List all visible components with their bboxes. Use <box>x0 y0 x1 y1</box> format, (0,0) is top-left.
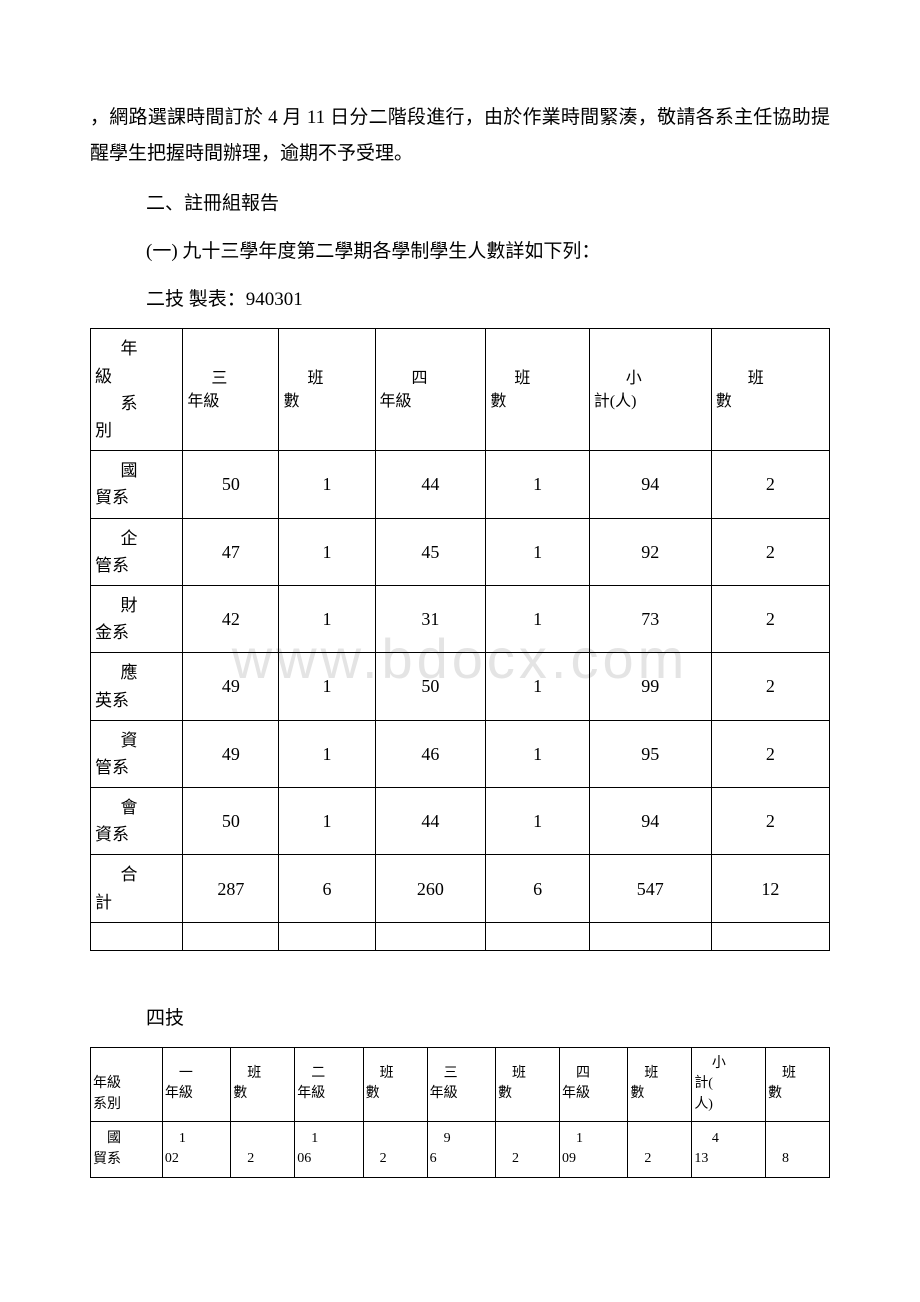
cell-g3: 287 <box>183 855 279 922</box>
cell-cl: 2 <box>711 585 829 652</box>
cell-c4: 1 <box>486 720 589 787</box>
table-row: 國貿系 102 2 106 2 96 2 109 2 413 8 <box>91 1121 830 1177</box>
table2-caption: 四技 <box>90 1001 830 1037</box>
cell-c4: 1 <box>486 653 589 720</box>
table1-empty-row <box>91 922 830 950</box>
cell-c3: 1 <box>279 518 375 585</box>
cell-y3: 96 <box>427 1121 495 1177</box>
cell-c3: 1 <box>279 585 375 652</box>
header-dept: 年 級 系 別 <box>91 329 183 451</box>
cell-g3: 47 <box>183 518 279 585</box>
cell-g3: 49 <box>183 720 279 787</box>
t2-header-y3: 三年級 <box>427 1047 495 1121</box>
cell-sub: 94 <box>589 788 711 855</box>
t2-header-b1: 班數 <box>231 1047 295 1121</box>
cell-dept: 財金系 <box>91 585 183 652</box>
table-erji: 年 級 系 別 三年級 班數 四年級 班數 小計(人) 班數 國貿系501441… <box>90 328 830 950</box>
cell-c4: 6 <box>486 855 589 922</box>
t2-header-y1: 一年級 <box>162 1047 230 1121</box>
cell-g3: 50 <box>183 788 279 855</box>
cell-sub: 94 <box>589 451 711 518</box>
header-class3: 班數 <box>279 329 375 451</box>
paragraph-item-1: (一) 九十三學年度第二學期各學制學生人數詳如下列： <box>90 234 830 270</box>
table-row: 合計2876260654712 <box>91 855 830 922</box>
cell-dept: 國貿系 <box>91 1121 163 1177</box>
cell-c4: 1 <box>486 788 589 855</box>
table-row: 應英系491501992 <box>91 653 830 720</box>
t2-header-cl: 班數 <box>765 1047 829 1121</box>
cell-g3: 42 <box>183 585 279 652</box>
cell-g4: 46 <box>375 720 486 787</box>
cell-b1: 2 <box>231 1121 295 1177</box>
cell-b4: 2 <box>628 1121 692 1177</box>
paragraph-intro: ，網路選課時間訂於 4 月 11 日分二階段進行，由於作業時間緊湊，敬請各系主任… <box>90 100 830 172</box>
cell-cl: 2 <box>711 720 829 787</box>
cell-b2: 2 <box>363 1121 427 1177</box>
table-row: 財金系421311732 <box>91 585 830 652</box>
cell-sub: 73 <box>589 585 711 652</box>
heading-section-2: 二、註冊組報告 <box>90 186 830 222</box>
cell-dept: 國貿系 <box>91 451 183 518</box>
cell-cl: 2 <box>711 653 829 720</box>
cell-g4: 44 <box>375 451 486 518</box>
cell-cl: 8 <box>765 1121 829 1177</box>
header-grade3: 三年級 <box>183 329 279 451</box>
cell-c3: 1 <box>279 653 375 720</box>
cell-sub: 413 <box>692 1121 766 1177</box>
t2-header-y2: 二年級 <box>295 1047 363 1121</box>
table-row: 國貿系501441942 <box>91 451 830 518</box>
cell-b3: 2 <box>495 1121 559 1177</box>
header-subtotal: 小計(人) <box>589 329 711 451</box>
cell-dept: 資管系 <box>91 720 183 787</box>
cell-dept: 應英系 <box>91 653 183 720</box>
t2-header-sub: 小計(人) <box>692 1047 766 1121</box>
cell-y2: 106 <box>295 1121 363 1177</box>
cell-y1: 102 <box>162 1121 230 1177</box>
header-class4: 班數 <box>486 329 589 451</box>
t2-header-y4: 四年級 <box>559 1047 627 1121</box>
t2-header-b2: 班數 <box>363 1047 427 1121</box>
cell-y4: 109 <box>559 1121 627 1177</box>
cell-dept: 企管系 <box>91 518 183 585</box>
cell-sub: 95 <box>589 720 711 787</box>
cell-cl: 2 <box>711 518 829 585</box>
t2-header-b4: 班數 <box>628 1047 692 1121</box>
cell-cl: 12 <box>711 855 829 922</box>
cell-cl: 2 <box>711 451 829 518</box>
cell-cl: 2 <box>711 788 829 855</box>
cell-c4: 1 <box>486 585 589 652</box>
cell-sub: 99 <box>589 653 711 720</box>
header-classtotal: 班數 <box>711 329 829 451</box>
cell-c3: 1 <box>279 788 375 855</box>
cell-g3: 49 <box>183 653 279 720</box>
cell-g4: 44 <box>375 788 486 855</box>
cell-g4: 31 <box>375 585 486 652</box>
t2-header-b3: 班數 <box>495 1047 559 1121</box>
cell-c3: 1 <box>279 451 375 518</box>
cell-c4: 1 <box>486 451 589 518</box>
cell-sub: 547 <box>589 855 711 922</box>
cell-g4: 45 <box>375 518 486 585</box>
table-row: 企管系471451922 <box>91 518 830 585</box>
table2-header-row: 年級系別 一年級 班數 二年級 班數 三年級 班數 四年級 班數 小計(人) 班… <box>91 1047 830 1121</box>
cell-g4: 50 <box>375 653 486 720</box>
t2-header-dept: 年級系別 <box>91 1047 163 1121</box>
cell-dept: 會資系 <box>91 788 183 855</box>
header-grade4: 四年級 <box>375 329 486 451</box>
cell-c4: 1 <box>486 518 589 585</box>
table-row: 資管系491461952 <box>91 720 830 787</box>
cell-g3: 50 <box>183 451 279 518</box>
cell-c3: 1 <box>279 720 375 787</box>
cell-c3: 6 <box>279 855 375 922</box>
cell-sub: 92 <box>589 518 711 585</box>
cell-g4: 260 <box>375 855 486 922</box>
table1-caption: 二技 製表：940301 <box>90 282 830 318</box>
cell-dept: 合計 <box>91 855 183 922</box>
table-header-row: 年 級 系 別 三年級 班數 四年級 班數 小計(人) 班數 <box>91 329 830 451</box>
table-siji: 年級系別 一年級 班數 二年級 班數 三年級 班數 四年級 班數 小計(人) 班… <box>90 1047 830 1178</box>
table-row: 會資系501441942 <box>91 788 830 855</box>
